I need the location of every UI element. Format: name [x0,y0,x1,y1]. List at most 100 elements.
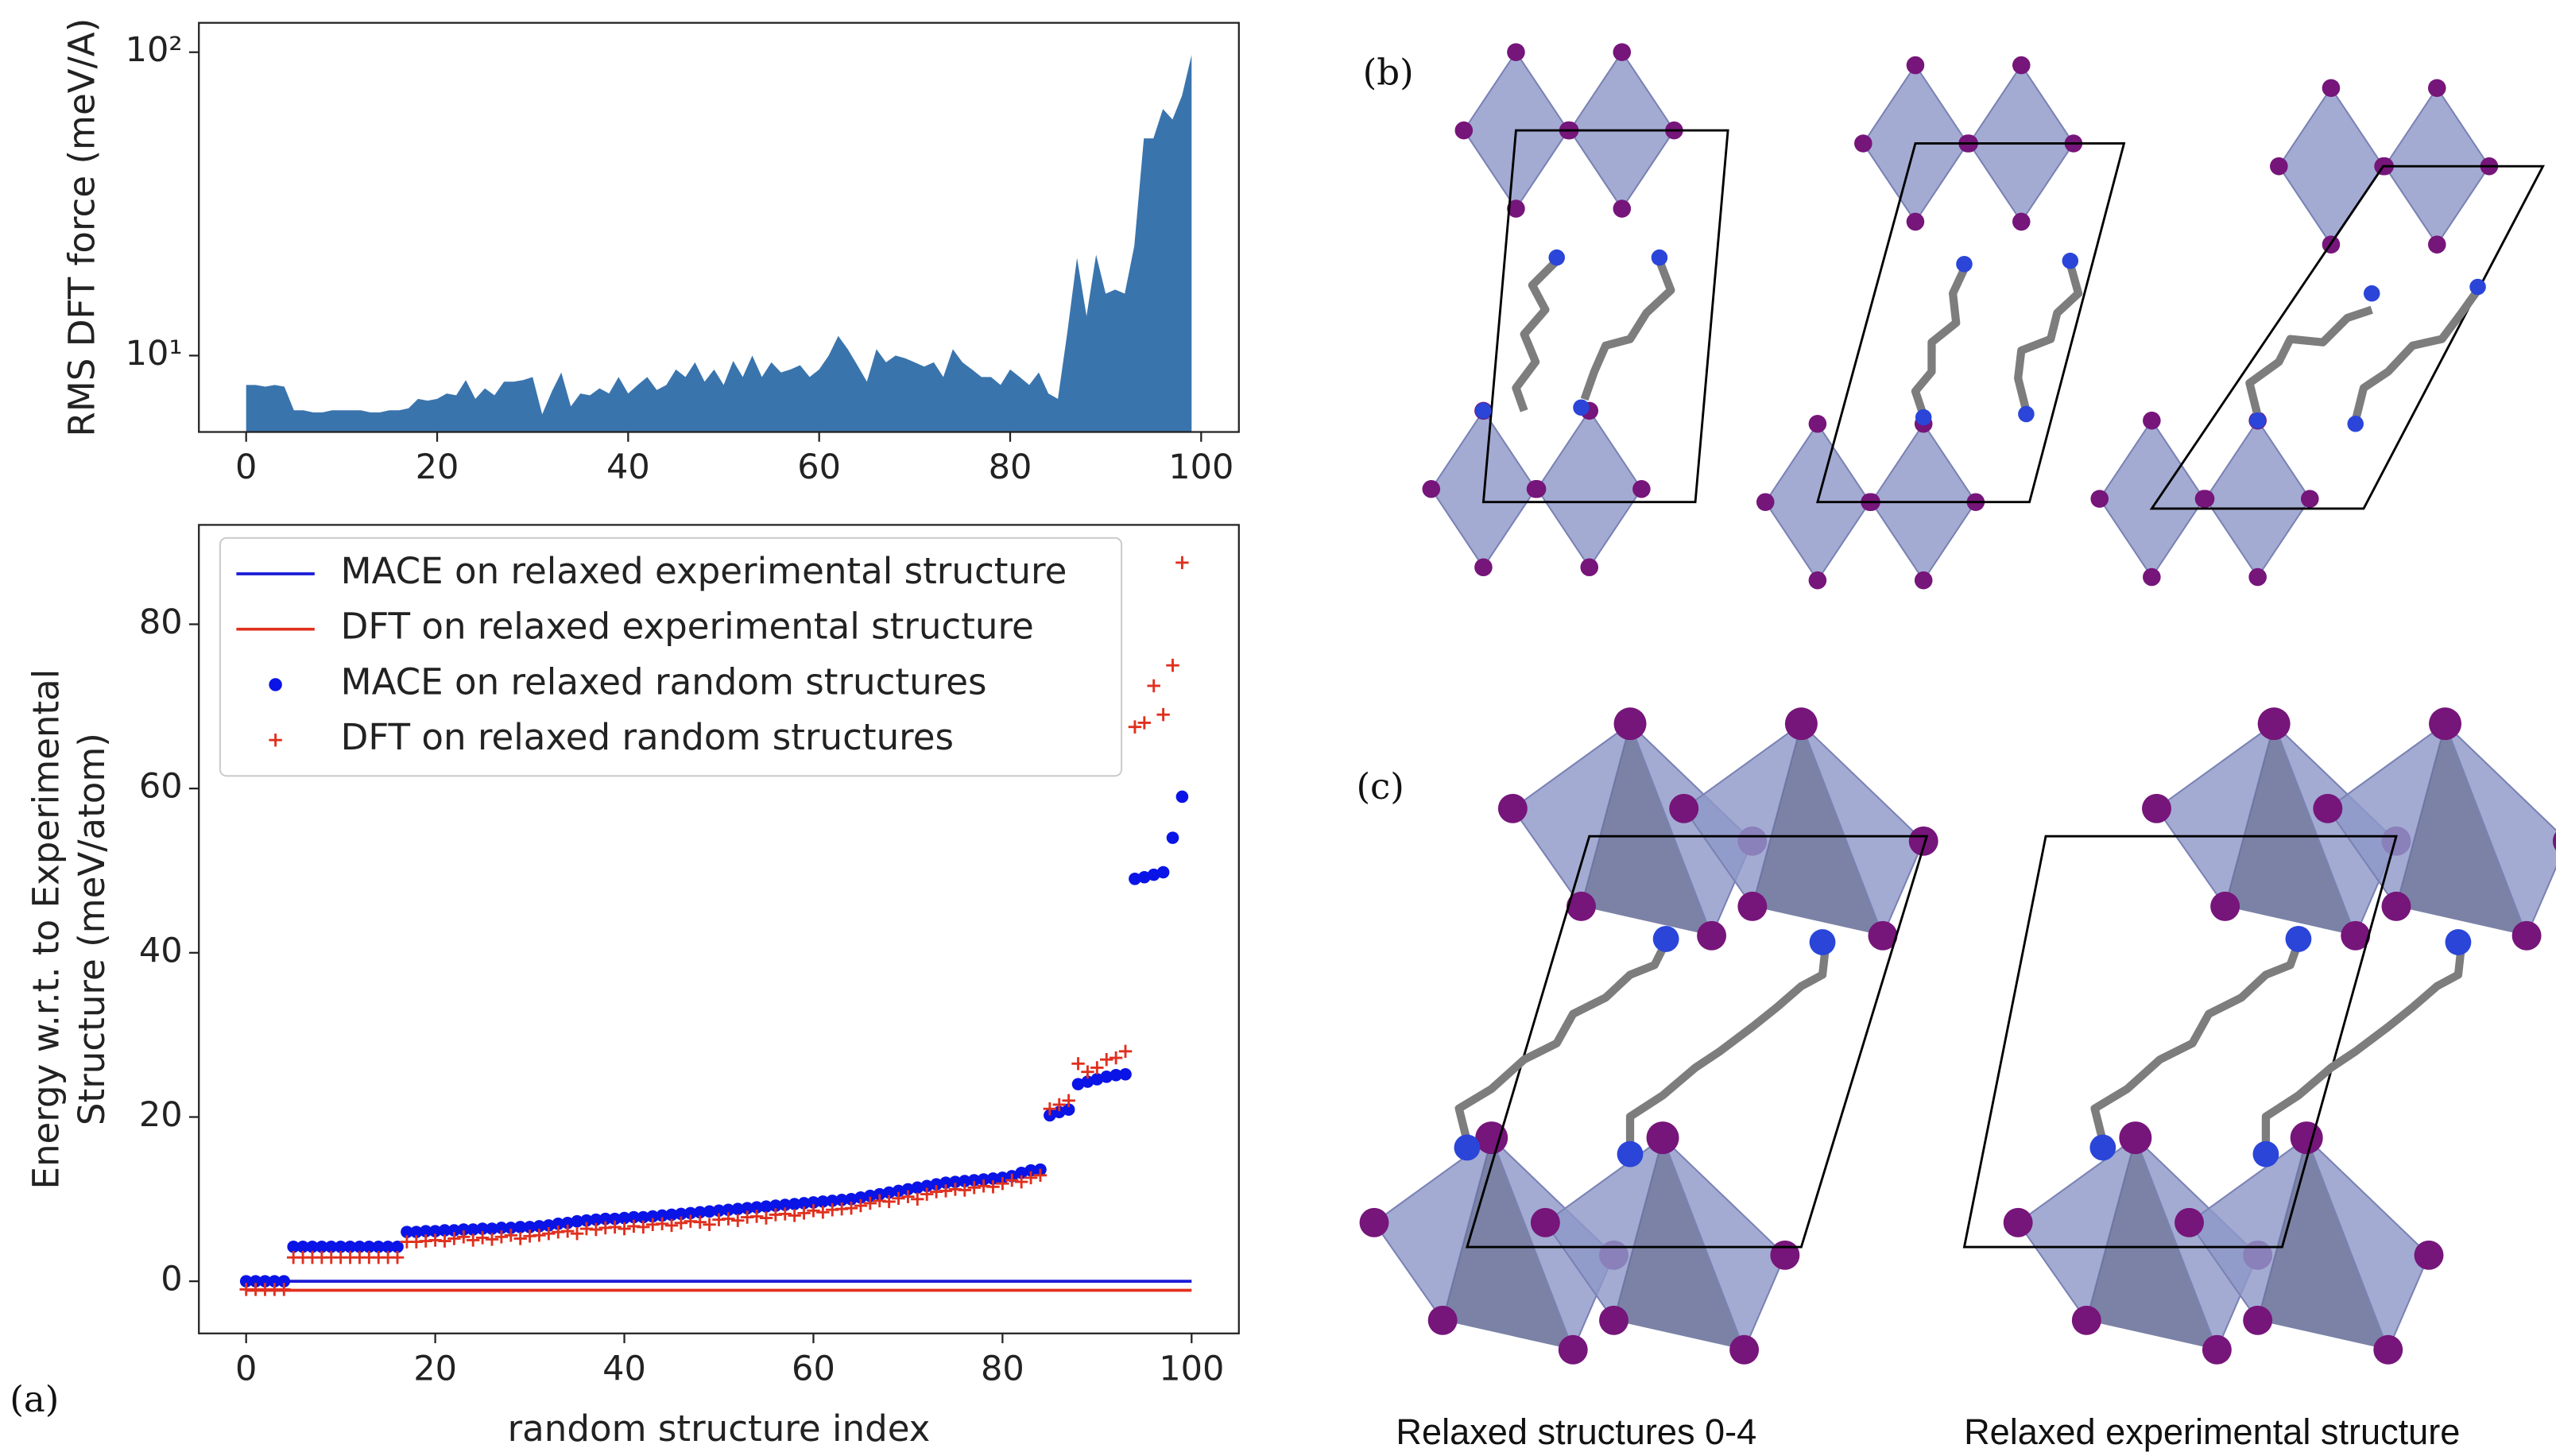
dot-marker [504,1222,517,1234]
dot-marker [353,1240,366,1253]
dot-marker [1062,1103,1075,1116]
plus-marker [1166,658,1179,672]
dot-marker [419,1225,432,1237]
dot-marker [930,1178,943,1191]
y-tick-label: 10¹ [126,334,183,374]
molecule [2261,945,2466,1149]
axes-frame [198,21,1240,433]
dot-marker [324,1240,338,1253]
plus-marker [911,1192,924,1206]
dot-marker [1129,873,1141,885]
plus-marker [892,1191,905,1205]
dot-marker [1090,1073,1104,1086]
molecule [1580,259,1675,401]
plus-marker [1147,679,1160,693]
plus-marker [788,1209,801,1222]
plus-marker [1014,1175,1028,1189]
dot-marker [797,1197,811,1210]
plus-marker [447,1232,461,1245]
x-tick-label: 40 [606,447,650,487]
dot-marker [675,1207,687,1221]
plus-marker [958,1183,971,1197]
y-axis-label: RMS DFT force (meV/A) [61,18,103,437]
x-tick-label: 0 [235,447,257,487]
x-axis-label: random structure index [508,1408,931,1450]
dot-marker [731,1202,745,1216]
octahedron [1527,401,1652,578]
plus-marker [854,1198,868,1213]
y-axis-label: Structure (meV/atom) [71,733,113,1125]
x-tick-label: 80 [981,1349,1024,1388]
dot-marker [637,1210,650,1224]
dot-marker [542,1219,556,1232]
dot-marker [552,1218,565,1230]
molecule [2014,262,2083,412]
dot-marker [684,1206,697,1220]
dot-marker [646,1210,660,1223]
structure-c1 [1358,707,1939,1365]
plus-marker [1175,556,1189,570]
x-tick-label: 40 [602,1349,646,1388]
dot-marker [316,1240,328,1253]
plus-marker [1062,1094,1075,1108]
dot-marker [1081,1075,1094,1088]
chart: 0 20 40 60 80 100 0 20 40 60 80 Energy w.r.t. to Ex… [25,524,1240,1450]
dot-marker [258,1275,272,1288]
plus-marker [532,1229,546,1242]
dot-marker [986,1172,1000,1185]
plus-marker [664,1218,679,1233]
plus-marker [1137,716,1152,730]
dot-marker [1100,1071,1113,1083]
plus-marker [1024,1171,1038,1185]
plus-marker [759,1211,773,1225]
y-tick-label: 10² [126,30,183,70]
legend-label: DFT on relaxed random structures [341,716,954,758]
dot-marker [1166,831,1179,844]
dot-marker [523,1221,536,1233]
area [246,55,1192,432]
molecule [1454,940,1670,1142]
legend-label: MACE on relaxed random structures [341,660,987,703]
y-tick-label: 60 [139,767,183,807]
plus-marker [703,1218,716,1232]
dot-marker [334,1240,347,1253]
plus-marker [467,1233,480,1247]
plus-marker [504,1229,517,1242]
panel-label: (a) [10,1378,59,1420]
dot-marker [703,1205,716,1218]
plus-marker [1052,1098,1066,1112]
dot-marker [778,1198,792,1211]
plus-marker [1128,720,1142,734]
plus-marker [589,1222,603,1237]
dot-marker [967,1174,981,1187]
plus-marker [901,1190,915,1203]
molecule [1625,945,1830,1149]
dot-marker [750,1201,763,1214]
plus-marker [939,1184,953,1198]
molecule [1911,267,1969,417]
caption: Relaxed experimental structure [1964,1411,2460,1452]
structure-c2 [1962,707,2556,1365]
dot-marker [816,1195,830,1208]
dot-marker [1071,1078,1085,1090]
plus-marker [1100,1052,1113,1067]
plus-marker [722,1212,735,1226]
dot-marker [873,1187,886,1201]
caption: Relaxed structures 0-4 [1396,1411,1756,1452]
y-tick-label: 0 [161,1260,182,1299]
dot-marker [428,1225,442,1237]
panel-label: (c) [1356,765,1404,807]
x-tick-label: 60 [797,447,841,487]
dot-marker [249,1275,262,1288]
dot-marker [476,1222,489,1235]
dot-marker [741,1202,753,1214]
dot-marker [447,1224,461,1237]
dot-marker [1110,1068,1122,1082]
chart: 0 20 40 60 80 100 10¹ 10² RMS DFT force (meV/A) [61,18,1240,487]
dot-marker [627,1210,641,1224]
dot-marker [372,1240,385,1253]
dot-marker [826,1195,839,1207]
plus-marker [674,1216,688,1229]
legend-symbol [269,678,282,691]
